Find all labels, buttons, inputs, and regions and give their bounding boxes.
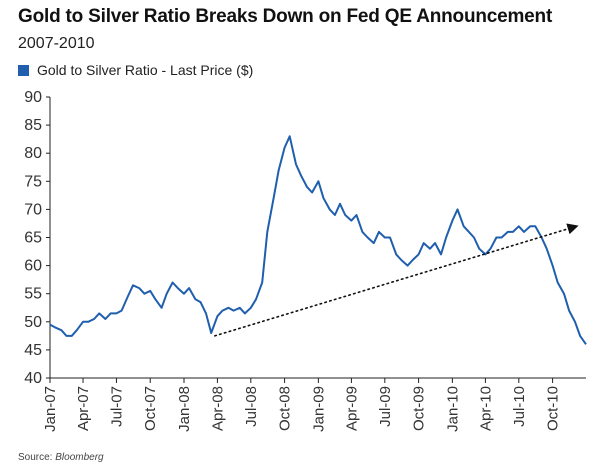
x-tick-label: Apr-08: [209, 386, 226, 431]
x-tick-label: Jan-07: [42, 386, 59, 432]
y-tick-label: 70: [24, 201, 42, 218]
y-tick-label: 80: [24, 145, 42, 162]
x-tick-label: Jul-09: [377, 386, 394, 427]
trend-arrow: [214, 223, 579, 337]
x-tick-label: Jul-08: [243, 386, 260, 427]
legend-swatch: [18, 64, 29, 76]
legend: Gold to Silver Ratio - Last Price ($): [18, 62, 253, 78]
x-tick-label: Apr-09: [343, 386, 360, 431]
x-tick-label: Jul-07: [108, 386, 125, 427]
y-tick-label: 55: [24, 286, 42, 303]
x-tick-label: Jul-10: [511, 386, 528, 427]
x-tick-label: Oct-09: [411, 386, 428, 431]
legend-label: Gold to Silver Ratio - Last Price ($): [37, 62, 254, 78]
x-tick-label: Jan-08: [176, 386, 193, 432]
x-tick-label: Apr-07: [75, 386, 92, 431]
y-tick-label: 50: [24, 314, 42, 331]
x-tick-label: Oct-08: [277, 386, 294, 431]
axes: 40 45 50 55 60 65 70 75 80 85 90 Jan-07 Apr-07 Jul-07…: [24, 89, 586, 432]
series-layer: [49, 135, 587, 345]
chart-title: Gold to Silver Ratio Breaks Down on Fed …: [18, 6, 553, 27]
y-tick-label: 85: [24, 117, 42, 134]
x-tick-label: Oct-07: [142, 386, 159, 431]
y-tick-label: 90: [24, 89, 42, 106]
trend-layer: [214, 223, 579, 337]
series-line: [49, 135, 587, 345]
x-tick-label: Apr-10: [477, 386, 494, 431]
chart-subtitle: 2007-2010: [18, 35, 95, 52]
x-tick-label: Jan-10: [444, 386, 461, 432]
y-tick-label: 45: [24, 342, 42, 359]
y-tick-label: 40: [24, 370, 42, 387]
source-note: Source: Bloomberg: [18, 452, 104, 463]
y-tick-label: 65: [24, 230, 42, 247]
source-prefix: Source:: [18, 452, 56, 463]
y-tick-label: 75: [24, 173, 42, 190]
y-tick-label: 60: [24, 258, 42, 275]
x-tick-label: Jan-09: [310, 386, 327, 432]
x-tick-label: Oct-10: [545, 386, 562, 431]
source-name: Bloomberg: [55, 452, 104, 463]
